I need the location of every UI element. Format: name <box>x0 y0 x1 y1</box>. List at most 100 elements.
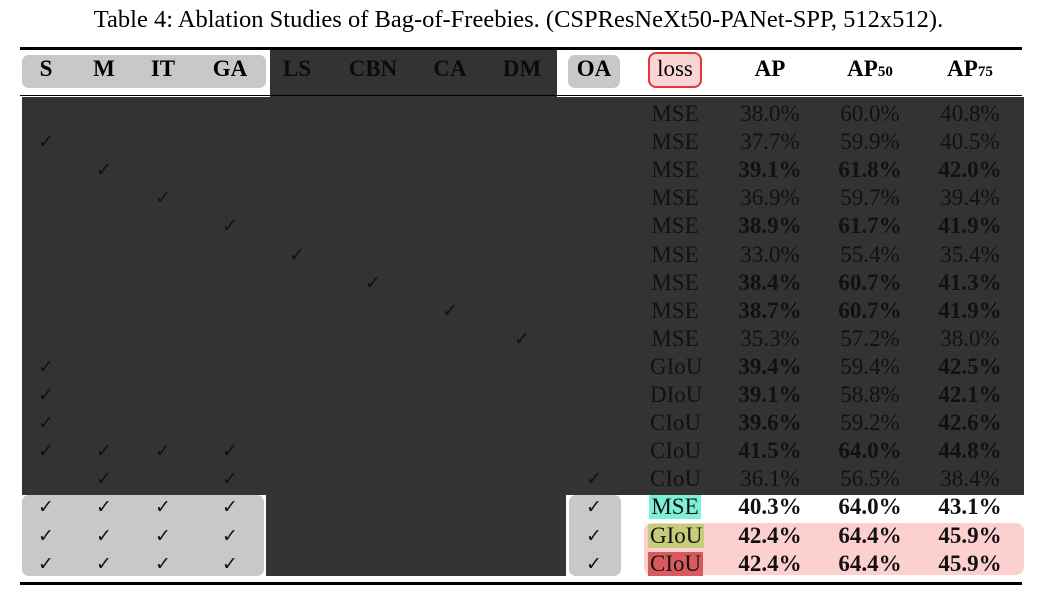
loss-label: MSE <box>651 242 699 267</box>
header-ap50: AP50 <box>820 49 920 89</box>
loss-label: MSE <box>651 298 699 323</box>
loss-cell: MSE <box>648 493 702 521</box>
check-mark: ✓ <box>155 440 171 462</box>
ap50-value: 59.9% <box>840 129 900 154</box>
ap75-value: 40.5% <box>940 129 1000 154</box>
check-mark: ✓ <box>442 300 458 322</box>
ap50-value: 64.0% <box>838 438 902 463</box>
check-mark: ✓ <box>96 159 112 181</box>
loss-label: CIoU <box>650 466 702 491</box>
ap75-value: 42.6% <box>938 410 1002 435</box>
ap-value: 42.4% <box>738 551 802 576</box>
ap50-value: 59.7% <box>840 185 900 210</box>
ap50-value: 56.5% <box>840 466 900 491</box>
check-mark: ✓ <box>96 553 112 575</box>
check-mark: ✓ <box>38 440 54 462</box>
ap50-value: 60.0% <box>840 101 900 126</box>
header-ap50-base: AP <box>847 56 878 81</box>
loss-cell: MSE <box>648 269 702 297</box>
ap50-value: 64.0% <box>838 494 902 519</box>
check-mark: ✓ <box>222 440 238 462</box>
header-m: M <box>93 56 115 81</box>
ap50-value: 59.2% <box>840 410 900 435</box>
ap-value: 39.1% <box>738 157 802 182</box>
check-mark: ✓ <box>222 215 238 237</box>
header-dm: DM <box>502 56 542 81</box>
check-mark: ✓ <box>155 553 171 575</box>
ap50-value: 64.4% <box>838 523 902 548</box>
ap50-value: 57.2% <box>840 326 900 351</box>
table-caption: Table 4: Ablation Studies of Bag-of-Free… <box>93 6 944 33</box>
ap75-value: 45.9% <box>938 523 1002 548</box>
check-mark: ✓ <box>38 412 54 434</box>
header-oa: OA <box>576 56 612 81</box>
ap-value: 38.7% <box>738 298 802 323</box>
bottom-dark-middle <box>266 495 566 576</box>
top-rule-thick <box>20 47 1022 50</box>
check-mark: ✓ <box>38 384 54 406</box>
loss-label: MSE <box>651 213 699 238</box>
header-ap75-sub: 75 <box>977 64 993 80</box>
ap50-value: 59.4% <box>840 354 900 379</box>
loss-cell: CIoU <box>648 550 704 578</box>
header-ap: AP <box>754 56 786 81</box>
loss-cell: GIoU <box>648 353 702 381</box>
ap-value: 36.9% <box>740 185 800 210</box>
ap-value: 39.6% <box>738 410 802 435</box>
loss-cell: MSE <box>648 212 702 240</box>
loss-label: MSE <box>651 270 699 295</box>
header-loss: loss <box>657 56 693 81</box>
check-mark: ✓ <box>586 468 602 490</box>
ap75-value: 43.1% <box>938 494 1002 519</box>
check-mark: ✓ <box>38 131 54 153</box>
ap75-value: 42.0% <box>938 157 1002 182</box>
ap75-value: 42.1% <box>938 382 1002 407</box>
check-mark: ✓ <box>586 553 602 575</box>
check-mark: ✓ <box>96 440 112 462</box>
ap-value: 39.4% <box>738 354 802 379</box>
bottom-rule-thick <box>20 582 1022 585</box>
loss-label: CIoU <box>650 438 702 463</box>
check-mark: ✓ <box>155 525 171 547</box>
header-cbn: CBN <box>348 56 398 81</box>
bottom-pill-oa <box>569 495 621 576</box>
check-mark: ✓ <box>365 272 381 294</box>
header-ap75: AP75 <box>920 49 1020 89</box>
header-ca: CA <box>433 56 467 81</box>
ap75-value: 40.8% <box>940 101 1000 126</box>
ap-value: 33.0% <box>740 242 800 267</box>
loss-cell: MSE <box>648 100 702 128</box>
check-mark: ✓ <box>38 525 54 547</box>
loss-label: GIoU <box>650 354 703 379</box>
loss-header-badge <box>648 52 702 88</box>
ap75-value: 39.4% <box>940 185 1000 210</box>
ap75-value: 42.5% <box>938 354 1002 379</box>
bottom-pill-s-m-it-ga <box>22 495 264 576</box>
loss-label: MSE <box>651 157 699 182</box>
loss-label: MSE <box>649 494 701 519</box>
loss-label: CIoU <box>650 410 702 435</box>
header-ga: GA <box>212 56 248 81</box>
ap-value: 38.0% <box>740 101 800 126</box>
pink-highlight-best-rows <box>644 523 1024 575</box>
check-mark: ✓ <box>289 244 305 266</box>
ap50-value: 55.4% <box>840 242 900 267</box>
ap75-value: 41.9% <box>938 298 1002 323</box>
ap75-value: 38.4% <box>940 466 1000 491</box>
header-dark-ls-cbn-ca-dm <box>270 50 557 97</box>
header-ls: LS <box>282 56 312 81</box>
ap-value: 38.4% <box>738 270 802 295</box>
ap-value: 42.4% <box>738 523 802 548</box>
ap50-value: 60.7% <box>838 270 902 295</box>
check-mark: ✓ <box>155 496 171 518</box>
ap-value: 38.9% <box>738 213 802 238</box>
loss-label: MSE <box>651 129 699 154</box>
loss-label: MSE <box>651 326 699 351</box>
check-mark: ✓ <box>38 356 54 378</box>
check-mark: ✓ <box>155 187 171 209</box>
ap75-value: 41.3% <box>938 270 1002 295</box>
loss-cell: CIoU <box>648 437 702 465</box>
check-mark: ✓ <box>222 496 238 518</box>
check-mark: ✓ <box>96 496 112 518</box>
header-it: IT <box>150 56 176 81</box>
